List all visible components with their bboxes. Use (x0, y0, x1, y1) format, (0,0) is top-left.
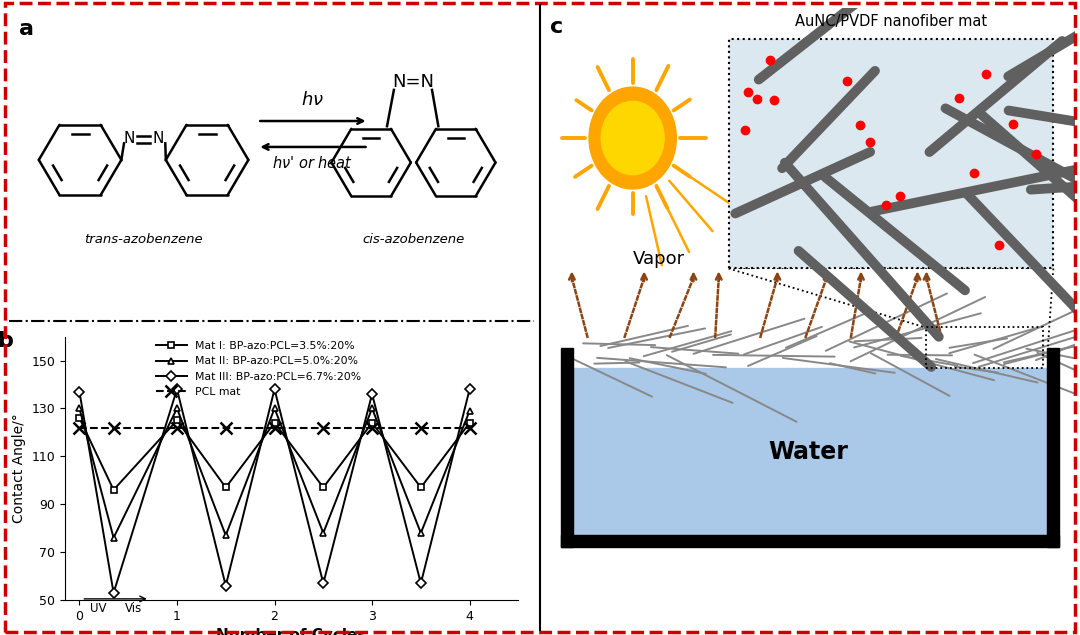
PCL mat (316, 424, 329, 431)
PCL mat (268, 424, 281, 431)
Mat I: BP-azo:PCL=3.5%:20%: (4, 124): BP-azo:PCL=3.5%:20%: (4, 124) (463, 419, 476, 427)
PCL mat (107, 424, 120, 431)
Mat III: BP-azo:PCL=6.7%:20%: (0.35, 53): BP-azo:PCL=6.7%:20%: (0.35, 53) (107, 589, 120, 597)
Bar (561, 535, 1058, 547)
Text: N=N: N=N (392, 73, 434, 91)
Mat I: BP-azo:PCL=3.5%:20%: (3.5, 97): BP-azo:PCL=3.5%:20%: (3.5, 97) (415, 484, 428, 491)
Text: N: N (152, 131, 163, 145)
Mat I: BP-azo:PCL=3.5%:20%: (3, 124): BP-azo:PCL=3.5%:20%: (3, 124) (366, 419, 379, 427)
Bar (572, 368, 1047, 535)
PCL mat (171, 424, 184, 431)
Text: b: b (0, 331, 13, 351)
Text: AuNC/PVDF nanofiber mat: AuNC/PVDF nanofiber mat (795, 15, 987, 29)
Mat I: BP-azo:PCL=3.5%:20%: (2.5, 97): BP-azo:PCL=3.5%:20%: (2.5, 97) (316, 484, 329, 491)
Mat II: BP-azo:PCL=5.0%:20%: (1, 130): BP-azo:PCL=5.0%:20%: (1, 130) (171, 404, 184, 412)
Mat II: BP-azo:PCL=5.0%:20%: (3, 130): BP-azo:PCL=5.0%:20%: (3, 130) (366, 404, 379, 412)
Text: $h\nu$' or heat: $h\nu$' or heat (272, 155, 353, 171)
Line: PCL mat: PCL mat (73, 422, 475, 433)
Mat III: BP-azo:PCL=6.7%:20%: (2.5, 57): BP-azo:PCL=6.7%:20%: (2.5, 57) (316, 580, 329, 587)
Mat I: BP-azo:PCL=3.5%:20%: (1, 125): BP-azo:PCL=3.5%:20%: (1, 125) (171, 417, 184, 424)
Mat III: BP-azo:PCL=6.7%:20%: (1.5, 56): BP-azo:PCL=6.7%:20%: (1.5, 56) (219, 582, 232, 589)
Text: N: N (123, 131, 135, 145)
Line: Mat III: BP-azo:PCL=6.7%:20%: Mat III: BP-azo:PCL=6.7%:20% (76, 386, 473, 596)
Text: Water: Water (769, 439, 848, 464)
Bar (926, 328, 1042, 368)
PCL mat (366, 424, 379, 431)
PCL mat (415, 424, 428, 431)
Line: Mat I: BP-azo:PCL=3.5%:20%: Mat I: BP-azo:PCL=3.5%:20% (76, 415, 473, 493)
Mat II: BP-azo:PCL=5.0%:20%: (4, 129): BP-azo:PCL=5.0%:20%: (4, 129) (463, 407, 476, 415)
Bar (561, 348, 572, 547)
Line: Mat II: BP-azo:PCL=5.0%:20%: Mat II: BP-azo:PCL=5.0%:20% (76, 405, 473, 541)
Mat I: BP-azo:PCL=3.5%:20%: (2, 124): BP-azo:PCL=3.5%:20%: (2, 124) (268, 419, 281, 427)
Text: a: a (19, 19, 35, 39)
Mat II: BP-azo:PCL=5.0%:20%: (3.5, 78): BP-azo:PCL=5.0%:20%: (3.5, 78) (415, 529, 428, 537)
Text: trans-azobenzene: trans-azobenzene (84, 233, 203, 246)
Mat I: BP-azo:PCL=3.5%:20%: (1.5, 97): BP-azo:PCL=3.5%:20%: (1.5, 97) (219, 484, 232, 491)
Bar (1047, 348, 1058, 547)
Mat III: BP-azo:PCL=6.7%:20%: (1, 138): BP-azo:PCL=6.7%:20%: (1, 138) (171, 385, 184, 393)
Mat III: BP-azo:PCL=6.7%:20%: (4, 138): BP-azo:PCL=6.7%:20%: (4, 138) (463, 385, 476, 393)
PCL mat (219, 424, 232, 431)
Text: $h\nu$: $h\nu$ (301, 91, 324, 109)
X-axis label: Number of Cycles: Number of Cycles (216, 629, 367, 635)
Mat I: BP-azo:PCL=3.5%:20%: (0, 126): BP-azo:PCL=3.5%:20%: (0, 126) (73, 414, 86, 422)
Text: Vapor: Vapor (633, 250, 686, 268)
Mat III: BP-azo:PCL=6.7%:20%: (3.5, 57): BP-azo:PCL=6.7%:20%: (3.5, 57) (415, 580, 428, 587)
Mat III: BP-azo:PCL=6.7%:20%: (3, 136): BP-azo:PCL=6.7%:20%: (3, 136) (366, 391, 379, 398)
Text: c: c (550, 17, 564, 37)
Text: cis-azobenzene: cis-azobenzene (363, 233, 464, 246)
Text: Vis: Vis (124, 603, 141, 615)
Mat III: BP-azo:PCL=6.7%:20%: (0, 137): BP-azo:PCL=6.7%:20%: (0, 137) (73, 388, 86, 396)
Mat I: BP-azo:PCL=3.5%:20%: (0.35, 96): BP-azo:PCL=3.5%:20%: (0.35, 96) (107, 486, 120, 493)
PCL mat (73, 424, 86, 431)
Circle shape (589, 87, 676, 189)
Mat III: BP-azo:PCL=6.7%:20%: (2, 138): BP-azo:PCL=6.7%:20%: (2, 138) (268, 385, 281, 393)
Y-axis label: Contact Angle/°: Contact Angle/° (12, 413, 26, 523)
Mat II: BP-azo:PCL=5.0%:20%: (2, 130): BP-azo:PCL=5.0%:20%: (2, 130) (268, 404, 281, 412)
Legend: Mat I: BP-azo:PCL=3.5%:20%, Mat II: BP-azo:PCL=5.0%:20%, Mat III: BP-azo:PCL=6.7: Mat I: BP-azo:PCL=3.5%:20%, Mat II: BP-a… (152, 337, 366, 401)
Bar (729, 39, 1053, 269)
Circle shape (602, 102, 664, 175)
Text: UV: UV (90, 603, 106, 615)
Mat II: BP-azo:PCL=5.0%:20%: (0.35, 76): BP-azo:PCL=5.0%:20%: (0.35, 76) (107, 534, 120, 542)
Mat II: BP-azo:PCL=5.0%:20%: (1.5, 77): BP-azo:PCL=5.0%:20%: (1.5, 77) (219, 531, 232, 539)
PCL mat (463, 424, 476, 431)
Mat II: BP-azo:PCL=5.0%:20%: (2.5, 78): BP-azo:PCL=5.0%:20%: (2.5, 78) (316, 529, 329, 537)
Mat II: BP-azo:PCL=5.0%:20%: (0, 130): BP-azo:PCL=5.0%:20%: (0, 130) (73, 404, 86, 412)
